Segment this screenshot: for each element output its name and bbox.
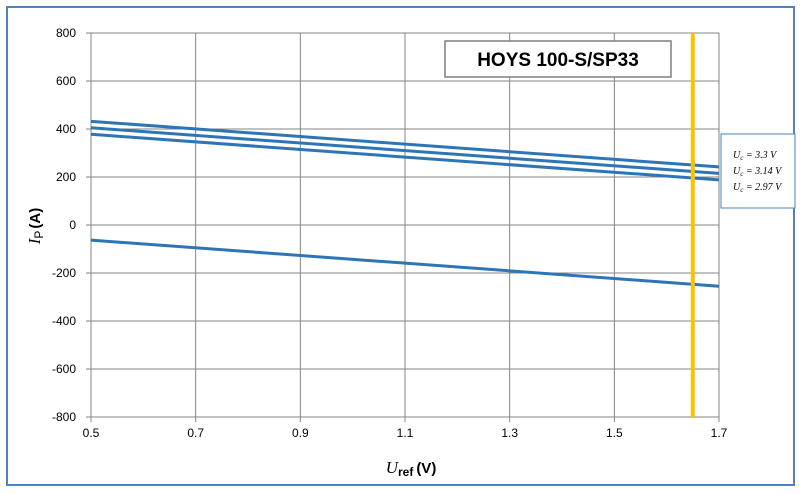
- x-tick-label: 1.5: [606, 426, 623, 440]
- legend-entry: Uc = 3.14 V: [733, 166, 783, 178]
- y-tick-label: -200: [52, 266, 76, 280]
- x-tick-label: 0.7: [187, 426, 204, 440]
- x-tick-label: 0.5: [83, 426, 100, 440]
- y-tick-label: -400: [52, 314, 76, 328]
- x-tick-label: 1.1: [397, 426, 414, 440]
- y-axis-title: IP(A): [25, 208, 46, 246]
- x-axis-title: Uref (V): [386, 458, 437, 479]
- x-tick-label: 1.7: [711, 426, 728, 440]
- x-tick-labels: 0.5 0.7 0.9 1.1 1.3 1.5 1.7: [83, 426, 728, 440]
- legend: Uc = 3.3 V Uc = 3.14 V Uc = 2.97 V: [720, 133, 796, 209]
- series-line-3: [90, 132, 720, 182]
- series-lines: [90, 119, 720, 288]
- series-line-4: [90, 238, 720, 288]
- chart-title: HOYS 100-S/SP33: [477, 50, 639, 71]
- x-tick-label: 1.3: [501, 426, 518, 440]
- y-tick-label: 0: [69, 218, 76, 232]
- legend-entry: Uc = 2.97 V: [733, 182, 783, 194]
- y-tick-label: -600: [52, 362, 76, 376]
- y-tick-label: 600: [56, 74, 76, 88]
- legend-entry: Uc = 3.3 V: [733, 150, 778, 162]
- series-line-2: [90, 126, 720, 175]
- y-tick-label: 400: [56, 122, 76, 136]
- chart-title-box: HOYS 100-S/SP33: [444, 40, 672, 78]
- y-tick-label: -800: [52, 410, 76, 424]
- y-tick-label: 200: [56, 170, 76, 184]
- y-tick-label: 800: [56, 26, 76, 40]
- x-tick-label: 0.9: [292, 426, 309, 440]
- series-line-1: [90, 119, 720, 169]
- y-tick-labels: 800 600 400 200 0 -200 -400 -600 -800: [52, 26, 76, 424]
